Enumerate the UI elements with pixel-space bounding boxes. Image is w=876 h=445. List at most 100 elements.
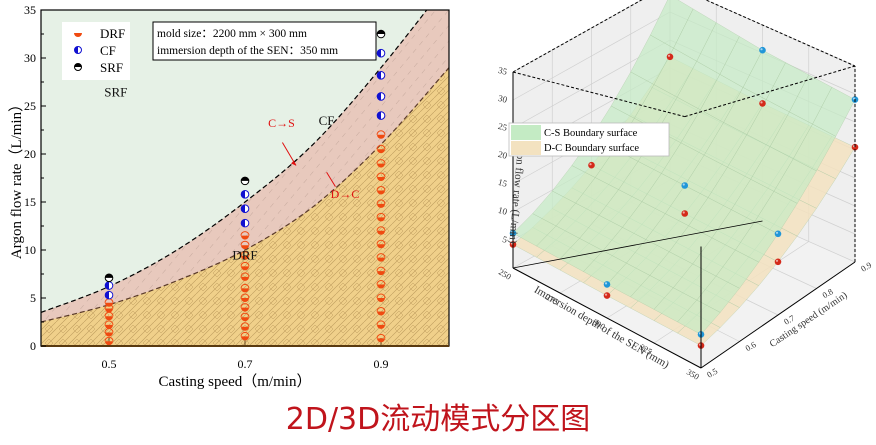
- drf-marker: [376, 320, 386, 329]
- legend: DRF CF SRF: [62, 22, 130, 80]
- z-tick-label: 30: [497, 93, 509, 105]
- drf-marker: [376, 266, 386, 276]
- y-tick-label: 10: [24, 243, 36, 257]
- drf-marker: [104, 320, 114, 329]
- cs-data-point: [603, 281, 611, 288]
- cf-marker: [240, 218, 250, 228]
- drf-marker: [376, 253, 386, 262]
- y-tick-label: 0.8: [821, 286, 835, 300]
- z-tick-label: 10: [497, 205, 509, 217]
- annotation-d-to-c: D→C: [331, 187, 360, 201]
- y-tick-label: 0: [30, 339, 36, 353]
- cf-marker: [240, 190, 250, 199]
- cf-marker: [376, 48, 386, 58]
- y-tick-label: 15: [24, 195, 36, 209]
- drf-marker: [240, 272, 250, 281]
- srf-marker: [240, 176, 250, 186]
- x-tick-label: 0.5: [102, 357, 117, 371]
- drf-marker: [104, 336, 114, 346]
- drf-marker: [376, 333, 386, 343]
- drf-marker: [240, 240, 250, 250]
- cf-marker: [376, 92, 386, 101]
- drf-marker: [376, 306, 386, 316]
- x-tick-label: 0.9: [374, 357, 389, 371]
- y-tick-label: 35: [24, 3, 36, 17]
- chart-2d-svg: SRF CF DRF C→S D→C 0 5 10 15 20 25 30 35 0.5 0.7 0.9 Cas…: [8, 3, 450, 390]
- drf-marker: [240, 283, 250, 293]
- legend-label-cf: CF: [100, 43, 116, 58]
- annotation-c-to-s: C→S: [268, 116, 295, 130]
- plot-area: [41, 10, 449, 346]
- cf-marker: [240, 204, 250, 214]
- y-tick-label: 5: [30, 291, 36, 305]
- legend-label-srf: SRF: [100, 60, 123, 75]
- drf-marker: [376, 239, 386, 249]
- drf-marker: [376, 293, 386, 302]
- drf-marker: [376, 130, 386, 139]
- mold-info-box: mold size：2200 mm × 300 mm immersion dept…: [152, 21, 377, 61]
- x-tick-label: 0.7: [238, 357, 253, 371]
- dc-data-point: [603, 292, 611, 299]
- region-label-srf: SRF: [104, 84, 127, 99]
- dc-data-point: [681, 210, 689, 217]
- cf-marker: [104, 281, 114, 290]
- figure-caption: 2D/3D流动模式分区图: [285, 402, 591, 437]
- drf-marker: [376, 199, 386, 208]
- cs-data-point: [774, 230, 782, 238]
- drf-marker: [240, 331, 250, 341]
- flow-pattern-3d-chart: 5 10 15 20 25 30 35 250 275 300 325 350 0.5 0.6 0.7 0.8…: [470, 0, 876, 395]
- z-tick-label: 5: [501, 234, 508, 245]
- region-label-cf: CF: [319, 113, 335, 128]
- flow-pattern-2d-chart: SRF CF DRF C→S D→C 0 5 10 15 20 25 30 35 0.5 0.7 0.9 Cas…: [0, 0, 470, 395]
- drf-marker: [376, 144, 386, 154]
- srf-marker: [376, 29, 386, 39]
- y-axis-label: Argon flow rate（L/min）: [8, 97, 25, 259]
- region-label-drf: DRF: [232, 248, 257, 263]
- cs-data-point: [759, 46, 766, 54]
- drf-marker: [376, 226, 386, 235]
- z-tick-label: 15: [497, 177, 509, 189]
- x-axis-label: Casting speed（m/min）: [159, 373, 312, 390]
- drf-marker: [376, 172, 386, 182]
- y-tick-label: 0.6: [744, 339, 758, 353]
- drf-marker: [240, 322, 250, 331]
- drf-marker: [376, 280, 386, 289]
- mold-size-text: mold size：2200 mm × 300 mm: [157, 28, 307, 40]
- legend-3d: C-S Boundary surface D-C Boundary surface: [508, 122, 670, 157]
- drf-marker: [376, 185, 386, 195]
- cf-marker: [104, 290, 114, 300]
- x-tick-label: 250: [497, 267, 513, 282]
- z-tick-label: 20: [497, 149, 509, 161]
- drf-marker: [376, 212, 386, 222]
- z-tick-label: 35: [497, 65, 509, 77]
- cf-marker: [376, 70, 386, 80]
- drf-marker: [240, 251, 250, 260]
- x-tick-label: 350: [685, 367, 701, 382]
- dc-boundary-line: [41, 67, 449, 323]
- srf-marker: [104, 273, 114, 283]
- cf-marker: [376, 111, 386, 120]
- cs-data-point: [681, 182, 689, 189]
- dc-data-point: [666, 53, 674, 61]
- drf-marker: [240, 231, 250, 240]
- drf-marker: [240, 261, 250, 271]
- y-tick-label: 0.9: [859, 260, 873, 274]
- y-tick-label: 25: [24, 99, 36, 113]
- y-tick-label: 20: [24, 147, 36, 161]
- y-tick-label: 30: [24, 51, 36, 65]
- legend-label-cs: C-S Boundary surface: [544, 128, 638, 139]
- dc-data-point: [588, 161, 595, 169]
- drf-marker: [240, 303, 250, 312]
- drf-marker: [376, 159, 386, 168]
- y-tick-label: 0.5: [705, 366, 719, 380]
- dc-data-point: [759, 100, 766, 107]
- z-tick-label: 25: [497, 121, 509, 133]
- immersion-depth-text: immersion depth of the SEN：350 mm: [157, 45, 338, 57]
- drf-marker: [240, 312, 250, 322]
- legend-label-dc: D-C Boundary surface: [544, 143, 639, 154]
- drf-marker: [240, 293, 250, 302]
- y-tick-label: 0.7: [782, 313, 796, 327]
- dc-data-point: [774, 258, 782, 266]
- legend-label-drf: DRF: [100, 26, 125, 41]
